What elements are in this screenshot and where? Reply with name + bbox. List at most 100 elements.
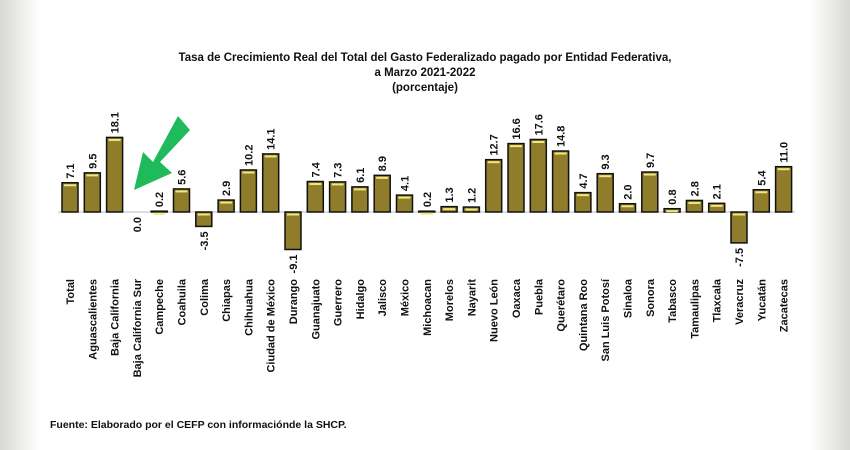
value-label: 14.1 xyxy=(266,128,278,149)
bar-highlight xyxy=(398,196,411,199)
chart-subtitle: a Marzo 2021-2022 xyxy=(374,67,475,79)
value-label: 2.8 xyxy=(689,181,701,196)
bar xyxy=(239,169,258,213)
category-label: Aguascalientes xyxy=(87,279,99,360)
bar xyxy=(150,210,168,213)
value-label: 8.9 xyxy=(377,156,389,171)
value-label: 18.1 xyxy=(110,112,122,133)
value-label: 16.6 xyxy=(511,118,523,139)
value-label: 0.2 xyxy=(422,192,434,207)
bar xyxy=(83,172,102,213)
bar-highlight xyxy=(264,155,277,158)
bar-highlight xyxy=(510,145,522,148)
bar-highlight xyxy=(710,204,723,207)
bar-highlight xyxy=(777,168,790,171)
category-label: México xyxy=(400,279,412,317)
value-label: -7.5 xyxy=(734,248,746,267)
bar-highlight xyxy=(733,213,745,216)
value-label: 0.2 xyxy=(154,192,166,207)
bar-highlight xyxy=(487,161,500,164)
bar-highlight xyxy=(309,183,322,186)
value-label: -3.5 xyxy=(199,231,211,250)
green-arrow-annotation xyxy=(134,116,190,190)
category-label: Hidalgo xyxy=(355,279,367,320)
category-label: Quintana Roo xyxy=(578,279,590,351)
bar-highlight xyxy=(175,190,188,193)
bar-highlight xyxy=(64,184,76,187)
bar xyxy=(261,153,280,213)
bar-highlight xyxy=(86,174,99,177)
bar xyxy=(105,136,124,213)
bar-highlight xyxy=(420,212,433,215)
value-label: 5.6 xyxy=(177,170,189,185)
bar-highlight xyxy=(197,213,210,216)
value-label: 2.0 xyxy=(623,184,635,199)
bar xyxy=(507,142,525,213)
bar xyxy=(752,189,771,213)
bar-highlight xyxy=(242,171,255,174)
bar-highlight xyxy=(554,152,567,155)
bar-highlight xyxy=(443,208,456,211)
category-label: Morelos xyxy=(444,279,456,321)
category-label: Colima xyxy=(199,278,211,316)
bar-highlight xyxy=(755,191,768,194)
category-label: Durango xyxy=(288,279,300,325)
bar xyxy=(685,199,704,213)
value-label: 4.7 xyxy=(578,173,590,188)
bar xyxy=(707,202,726,213)
category-label: Tabasco xyxy=(667,279,679,323)
value-label: 0.0 xyxy=(132,217,144,232)
bar xyxy=(61,181,79,213)
value-label: 7.4 xyxy=(310,161,322,177)
category-label: Tamaulipas xyxy=(689,279,701,339)
bar xyxy=(195,211,213,228)
category-label: Tlaxcala xyxy=(712,278,724,322)
value-label: 2.9 xyxy=(221,181,233,196)
value-label: -9.1 xyxy=(288,254,300,273)
bar-highlight xyxy=(220,201,233,204)
value-label: 5.4 xyxy=(756,170,768,186)
bar-highlight xyxy=(376,176,389,179)
bar xyxy=(284,211,302,251)
bar xyxy=(484,158,503,213)
bar-highlight xyxy=(287,213,299,216)
category-label: Zacatecas xyxy=(779,279,791,332)
value-label: 7.1 xyxy=(65,163,77,178)
value-label: 17.6 xyxy=(533,114,545,135)
bar-highlight xyxy=(108,138,121,141)
value-label: 1.2 xyxy=(466,188,478,203)
value-label: 9.5 xyxy=(87,154,99,169)
category-label: Guerrero xyxy=(333,279,345,326)
bar xyxy=(618,203,637,213)
category-label: Coahuila xyxy=(177,278,189,325)
bar-highlight xyxy=(666,210,679,213)
bar-highlight xyxy=(688,201,701,204)
category-label: Total xyxy=(65,279,77,304)
bar-highlight xyxy=(331,183,344,186)
value-label: 0.8 xyxy=(667,189,679,204)
value-label: 12.7 xyxy=(489,134,501,155)
value-label: 2.1 xyxy=(712,184,724,199)
value-label: 9.7 xyxy=(645,153,657,168)
category-label: Chiapas xyxy=(221,279,233,322)
category-label: Nayarit xyxy=(466,279,478,317)
bar-highlight xyxy=(643,173,656,176)
category-label: Veracruz xyxy=(734,279,746,325)
bar-highlight xyxy=(621,205,634,208)
bar xyxy=(217,199,235,213)
category-label: Querétaro xyxy=(556,279,568,332)
chart-title: Tasa de Crecimiento Real del Total del G… xyxy=(179,52,672,64)
value-label: 1.3 xyxy=(444,187,456,202)
bar xyxy=(172,188,191,213)
category-label: Oaxaca xyxy=(511,278,523,318)
category-label: Nuevo León xyxy=(489,279,501,342)
value-label: 6.1 xyxy=(355,168,367,183)
value-label: 9.3 xyxy=(600,154,612,169)
bar xyxy=(418,210,436,213)
category-label: Ciudad de México xyxy=(266,279,278,373)
category-label: Sinaloa xyxy=(623,278,635,318)
bar xyxy=(529,138,548,213)
bar xyxy=(641,171,659,213)
bar-highlight xyxy=(576,194,589,197)
bar xyxy=(351,186,369,213)
